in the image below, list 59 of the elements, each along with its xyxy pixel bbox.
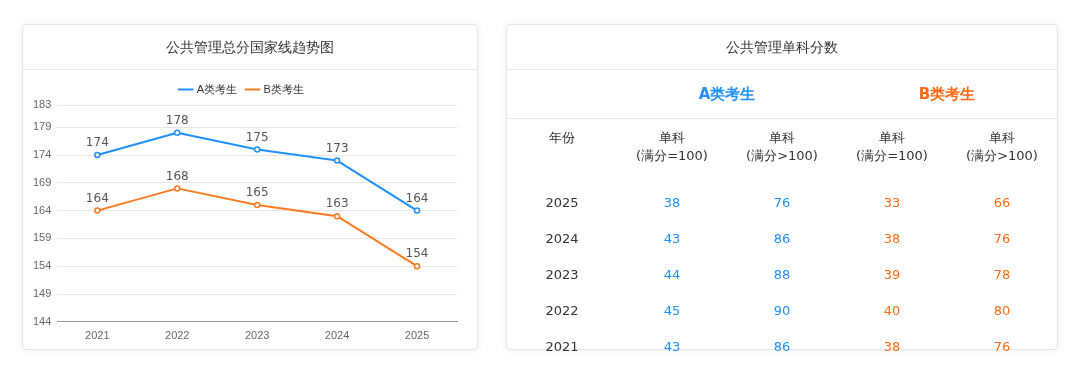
x-tick-label: 单科 (满分=100) xyxy=(635,129,709,165)
x-tick-label: 2025 xyxy=(404,329,430,342)
x-tick-label: 2023 xyxy=(244,329,270,342)
data-label: 66 xyxy=(992,193,1012,212)
x-tick-label: 单科 (满分>100) xyxy=(745,129,819,165)
chart-title: 公共管理总分国家线趋势图 xyxy=(23,25,477,70)
y-tick-label: 149 xyxy=(32,287,52,300)
data-label: 38 xyxy=(662,193,682,212)
x-tick-label: 2024 xyxy=(324,329,350,342)
data-label: 45 xyxy=(662,301,682,320)
y-tick-label: 144 xyxy=(32,314,52,327)
y-tick-label: 174 xyxy=(32,148,52,161)
x-tick-label: 2022 xyxy=(165,329,190,342)
data-label: 43 xyxy=(662,337,682,356)
y-axis-title: 年份 xyxy=(548,129,576,147)
data-label: 154 xyxy=(405,246,429,261)
data-label: 76 xyxy=(772,193,792,212)
data-label: 175 xyxy=(245,129,269,144)
text: A类考生 xyxy=(617,70,837,119)
y-tick-label: 2022 xyxy=(544,301,580,320)
legend-label: A类考生 xyxy=(196,82,238,95)
data-label: 43 xyxy=(662,229,682,248)
y-tick-label: 179 xyxy=(32,120,52,133)
data-label: 86 xyxy=(772,337,792,356)
data-label: 173 xyxy=(325,140,349,155)
y-tick-label: 2023 xyxy=(544,265,580,284)
data-label: 178 xyxy=(165,112,189,127)
y-tick-label: 164 xyxy=(32,203,52,216)
data-label: 164 xyxy=(85,190,109,205)
data-label: 33 xyxy=(882,193,902,212)
data-label: 90 xyxy=(772,301,792,320)
data-label: 165 xyxy=(245,185,269,200)
data-label: 76 xyxy=(992,229,1012,248)
data-label: 164 xyxy=(405,190,429,205)
y-tick-label: 2024 xyxy=(544,229,580,248)
y-tick-label: 154 xyxy=(32,259,52,272)
text: B类考生 xyxy=(837,70,1057,119)
x-tick-label: 单科 (满分=100) xyxy=(855,129,929,165)
y-tick-label: 2025 xyxy=(544,193,580,212)
x-tick-label: 单科 (满分>100) xyxy=(965,129,1039,165)
legend-label: B类考生 xyxy=(263,82,304,95)
data-label: 39 xyxy=(882,265,902,284)
y-tick-label: 169 xyxy=(32,175,52,188)
data-label: 44 xyxy=(662,265,682,284)
x-tick-label: 2021 xyxy=(85,329,110,342)
data-label: 76 xyxy=(992,337,1012,356)
data-label: 168 xyxy=(165,168,189,183)
y-tick-label: 183 xyxy=(32,98,52,111)
data-label: 38 xyxy=(882,337,902,356)
data-label: 174 xyxy=(85,135,109,150)
data-label: 38 xyxy=(882,229,902,248)
data-label: 78 xyxy=(992,265,1012,284)
data-label: 88 xyxy=(772,265,792,284)
y-tick-label: 159 xyxy=(32,231,52,244)
data-label: 40 xyxy=(882,301,902,320)
data-label: 80 xyxy=(992,301,1012,320)
data-label: 163 xyxy=(325,196,349,211)
chart-title: 公共管理单科分数 xyxy=(507,25,1057,70)
data-label: 86 xyxy=(772,229,792,248)
